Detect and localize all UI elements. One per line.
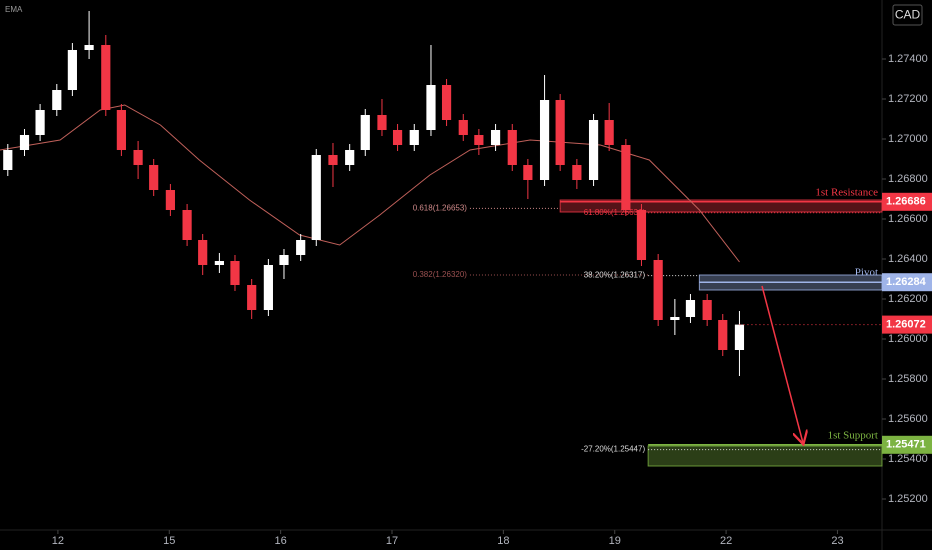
y-tick-label: 1.25200	[888, 493, 928, 505]
candle-body	[84, 45, 94, 50]
y-tick-label: 1.26000	[888, 333, 928, 345]
candle-body	[263, 265, 273, 310]
price-badge-label: 1.26284	[886, 276, 927, 288]
candle-body	[328, 155, 338, 165]
projection-arrow	[761, 285, 803, 443]
y-tick-label: 1.26800	[888, 173, 928, 185]
currency-box[interactable]	[892, 4, 923, 26]
candle-body	[718, 320, 728, 350]
y-tick-label: 1.26600	[888, 213, 928, 225]
candle-body	[588, 120, 599, 180]
candle-body	[409, 130, 419, 145]
candle-body	[345, 150, 355, 165]
level-name: 1st Support	[828, 429, 878, 441]
candle-body	[19, 135, 30, 150]
level-zone	[647, 445, 883, 467]
y-tick-label: 1.26400	[888, 253, 928, 265]
candle-body	[670, 317, 680, 320]
candle-body	[182, 210, 192, 240]
candle-body	[230, 261, 240, 285]
fib-label: 0.618(1.26653)	[413, 204, 468, 213]
candle-body	[149, 165, 159, 190]
x-tick-label: 19	[609, 535, 621, 547]
ema-line	[0, 104, 740, 263]
price-badge-label: 1.25471	[886, 439, 926, 451]
candle-body	[490, 130, 501, 145]
candle-body	[296, 240, 306, 255]
y-tick-label: 1.27400	[888, 53, 928, 65]
fib-label: 38.20%(1.26317)	[584, 271, 646, 280]
price-badge-label: 1.26686	[886, 196, 926, 208]
x-tick-label: 17	[386, 535, 398, 547]
x-tick-label: 15	[163, 535, 175, 547]
candle-body	[621, 145, 631, 210]
candle-body	[539, 100, 550, 180]
y-tick-label: 1.25800	[888, 373, 928, 385]
fib-label: 0.382(1.26320)	[413, 270, 468, 279]
candle-body	[734, 324, 745, 350]
candle-body	[35, 110, 45, 135]
candle-body	[604, 120, 614, 145]
y-tick-label: 1.26200	[888, 293, 928, 305]
candle-body	[279, 255, 289, 265]
x-tick-label: 18	[497, 535, 509, 547]
price-badge	[882, 273, 932, 292]
x-tick-label: 23	[831, 535, 843, 547]
level-name: 1st Resistance	[815, 186, 878, 198]
candle-body	[133, 150, 143, 165]
candle-body	[555, 100, 565, 165]
candle-body	[636, 210, 647, 260]
candle-body	[685, 300, 696, 317]
level-name: Pivot	[855, 267, 878, 279]
candle-body	[198, 240, 208, 265]
indicator-label: EMA	[5, 5, 23, 14]
candle-body	[702, 300, 712, 320]
candle-body	[474, 135, 484, 145]
candle-body	[311, 155, 321, 240]
candle-body	[523, 165, 533, 180]
y-tick-label: 1.25400	[888, 453, 928, 465]
x-tick-label: 16	[275, 535, 287, 547]
candle-body	[52, 90, 62, 110]
candle-body	[165, 190, 175, 210]
price-badge	[882, 435, 932, 454]
price-badge	[882, 315, 932, 334]
candle-body	[507, 130, 517, 165]
candle-body	[392, 130, 403, 145]
price-badge-label: 1.26072	[886, 319, 926, 331]
currency-label[interactable]: CAD	[895, 8, 921, 22]
x-tick-label: 12	[52, 535, 64, 547]
candle-body	[214, 261, 224, 265]
candle-body	[3, 150, 13, 170]
candle-body	[360, 115, 370, 150]
y-tick-label: 1.27200	[888, 93, 928, 105]
candle-body	[67, 50, 77, 90]
y-tick-label: 1.25600	[888, 413, 928, 425]
x-tick-label: 22	[720, 535, 732, 547]
candle-body	[247, 285, 257, 310]
price-badge	[882, 192, 932, 211]
candle-body	[441, 85, 452, 120]
candle-body	[653, 260, 663, 320]
fib-label: 61.80%(1.26631)	[584, 208, 646, 217]
candle-body	[426, 85, 436, 130]
candle-body	[116, 110, 126, 150]
y-tick-label: 1.27000	[888, 133, 928, 145]
fib-label: -27.20%(1.25447)	[581, 445, 645, 454]
candle-body	[101, 45, 111, 110]
candle-body	[458, 120, 468, 135]
candle-body	[377, 115, 387, 130]
candle-body	[572, 165, 582, 180]
